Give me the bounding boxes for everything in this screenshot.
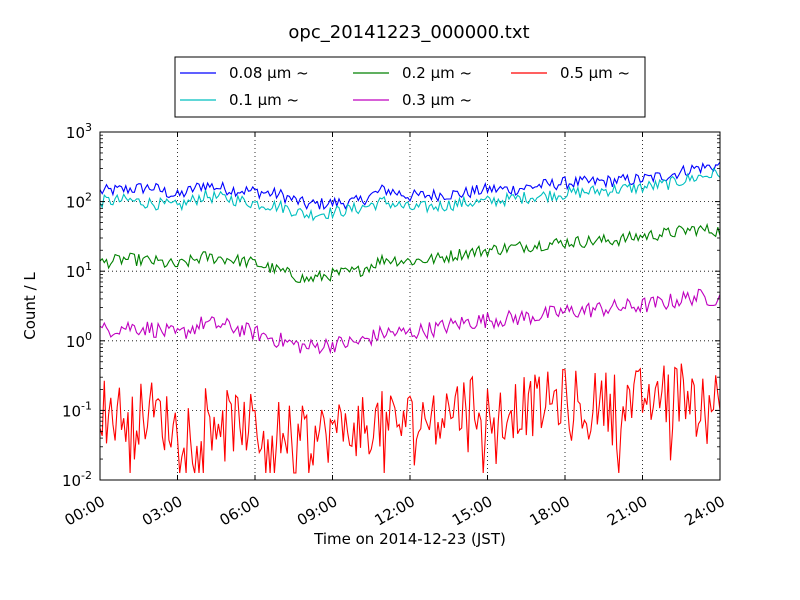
series-group [99, 161, 721, 474]
series-line [99, 161, 721, 211]
y-axis-label: Count / L [21, 272, 39, 340]
series-line [99, 222, 721, 284]
y-ticks: 10-2 10-1 100 101 102 103 [62, 121, 720, 490]
chart-title: opc_20141223_000000.txt [288, 22, 529, 43]
legend-item: 0.1 μm ~ [180, 91, 299, 109]
series-line [99, 288, 721, 355]
y-tick-label: 100 [66, 330, 92, 351]
x-axis-label: Time on 2014-12-23 (JST) [313, 530, 506, 548]
legend: 0.08 μm ~ 0.1 μm ~ 0.2 μm ~ 0.3 μm ~ 0.5 μm … [174, 56, 646, 118]
legend-item: 0.08 μm ~ [180, 64, 309, 82]
legend-item: 0.3 μm ~ [353, 91, 472, 109]
legend-box [174, 56, 646, 118]
y-tick-label: 10-1 [62, 399, 92, 420]
y-tick-label: 103 [66, 121, 92, 142]
y-tick-label: 102 [66, 191, 92, 212]
series-line [99, 167, 721, 222]
legend-label: 0.3 μm ~ [402, 91, 472, 109]
y-tick-label: 10-2 [62, 469, 92, 490]
legend-label: 0.08 μm ~ [229, 64, 309, 82]
series-line [99, 363, 721, 474]
legend-item: 0.2 μm ~ [353, 64, 472, 82]
legend-label: 0.1 μm ~ [229, 91, 299, 109]
legend-label: 0.5 μm ~ [560, 64, 630, 82]
y-tick-label: 101 [66, 260, 92, 281]
legend-label: 0.2 μm ~ [402, 64, 472, 82]
legend-item: 0.5 μm ~ [511, 64, 630, 82]
grid-lines [100, 132, 720, 480]
